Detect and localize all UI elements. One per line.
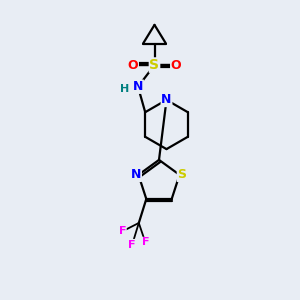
Text: F: F [118, 226, 126, 236]
Text: N: N [131, 168, 141, 181]
Text: S: S [149, 58, 160, 72]
Text: N: N [161, 93, 172, 106]
Text: O: O [128, 58, 138, 72]
Text: H: H [120, 84, 129, 94]
Text: N: N [133, 80, 143, 93]
Text: F: F [128, 240, 136, 250]
Text: F: F [142, 238, 149, 248]
Text: S: S [177, 168, 186, 181]
Text: O: O [171, 58, 182, 72]
